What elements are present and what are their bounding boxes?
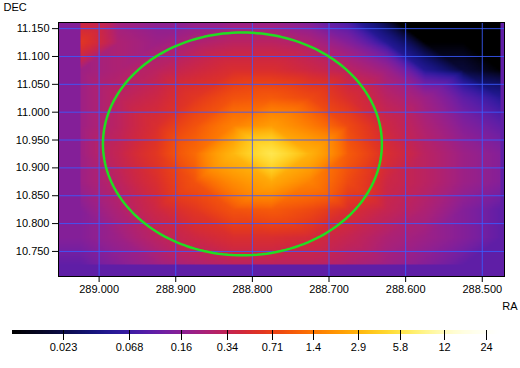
svg-text:288.700: 288.700 xyxy=(309,283,349,295)
svg-text:288.900: 288.900 xyxy=(156,283,196,295)
svg-text:5.8: 5.8 xyxy=(393,341,408,353)
svg-text:11.000: 11.000 xyxy=(17,106,50,118)
svg-text:11.050: 11.050 xyxy=(17,78,50,90)
svg-text:10.950: 10.950 xyxy=(16,134,50,146)
svg-text:288.600: 288.600 xyxy=(386,283,426,295)
svg-text:0.023: 0.023 xyxy=(50,341,78,353)
svg-text:12: 12 xyxy=(438,341,450,353)
svg-text:0.71: 0.71 xyxy=(262,341,283,353)
svg-text:10.750: 10.750 xyxy=(16,245,50,257)
svg-text:2.9: 2.9 xyxy=(351,341,366,353)
svg-text:RA: RA xyxy=(502,300,518,312)
svg-text:24: 24 xyxy=(480,341,492,353)
svg-text:DEC: DEC xyxy=(4,1,27,13)
svg-text:289.000: 289.000 xyxy=(79,283,119,295)
svg-text:10.800: 10.800 xyxy=(16,217,50,229)
svg-text:288.800: 288.800 xyxy=(232,283,272,295)
svg-text:11.100: 11.100 xyxy=(17,50,50,62)
svg-text:11.150: 11.150 xyxy=(17,22,50,34)
svg-text:10.900: 10.900 xyxy=(16,161,50,173)
svg-text:0.34: 0.34 xyxy=(217,341,238,353)
svg-text:1.4: 1.4 xyxy=(306,341,321,353)
svg-text:288.500: 288.500 xyxy=(462,283,502,295)
svg-text:0.068: 0.068 xyxy=(116,341,144,353)
svg-text:10.850: 10.850 xyxy=(16,189,50,201)
svg-text:0.16: 0.16 xyxy=(171,341,192,353)
